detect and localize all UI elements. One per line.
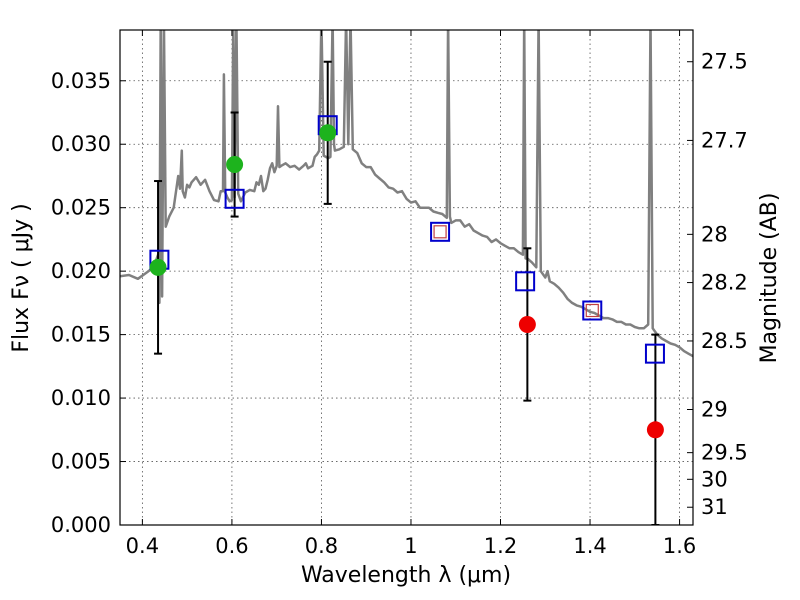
- right-tick-label: 28.2: [701, 271, 748, 295]
- model-photometry-inner-square: [585, 303, 599, 318]
- model-photometry-square-nodata: [582, 300, 603, 321]
- y-tick-label: 0.020: [51, 259, 111, 283]
- model-spectrum-line: [120, 30, 693, 358]
- right-tick-label: 28.5: [701, 329, 748, 353]
- right-tick-label: 29.5: [701, 441, 748, 465]
- model-photometry-inner-square: [433, 225, 447, 239]
- detection-point: [149, 258, 167, 276]
- right-tick-label: 29: [701, 398, 728, 422]
- right-axis-ticks: 27.5 27.7 28 28.2 28.5 29 29.530 31: [687, 50, 748, 519]
- y-tick-label: 0.035: [51, 69, 111, 93]
- model-photometry: [149, 115, 665, 364]
- nondetection-point: [518, 315, 536, 333]
- x-tick-label: 1.2: [484, 534, 517, 558]
- y-tick-label: 0.030: [51, 132, 111, 156]
- y-axis-label: Flux Fν ( μJy ): [9, 203, 34, 352]
- x-axis-label: Wavelength λ (μm): [301, 563, 511, 588]
- y-tick-label: 0.015: [51, 323, 111, 347]
- x-tick-label: 0.4: [126, 534, 159, 558]
- model-photometry-square-nodata: [430, 221, 451, 242]
- detection-point: [319, 124, 337, 142]
- x-tick-label: 0.6: [215, 534, 248, 558]
- y-tick-label: 0.005: [51, 450, 111, 474]
- right-tick-label: 27.7: [701, 128, 748, 152]
- right-tick-label: 30: [701, 467, 728, 491]
- observed-photometry: [149, 124, 664, 439]
- x-tick-label: 1.6: [663, 534, 696, 558]
- y-tick-label: 0.000: [51, 513, 111, 537]
- plot-frame: [119, 29, 694, 526]
- detection-point: [226, 156, 244, 174]
- x-tick-label: 0.8: [305, 534, 338, 558]
- x-tick-label: 1: [404, 534, 417, 558]
- error-bars: [154, 60, 660, 525]
- right-tick-label: 27.5: [701, 50, 748, 74]
- y-tick-label: 0.025: [51, 196, 111, 220]
- right-tick-label: 28: [701, 222, 728, 246]
- y-tick-label: 0.010: [51, 386, 111, 410]
- model-photometry-square: [224, 188, 245, 209]
- grid: [120, 30, 693, 526]
- x-tick-label: 1.4: [573, 534, 606, 558]
- model-photometry-square: [644, 343, 665, 364]
- y-axis-ticks: 0.000 0.005 0.010 0.015 0.020 0.025 0.030 0.035: [51, 69, 126, 537]
- nondetection-point: [646, 421, 664, 439]
- right-tick-label: 31: [701, 495, 728, 519]
- model-photometry-square: [515, 271, 536, 292]
- right-axis-label: Magnitude (AB): [757, 193, 782, 364]
- x-axis-ticks: 0.4 0.6 0.8 1 1.2 1.4 1.6: [126, 30, 696, 558]
